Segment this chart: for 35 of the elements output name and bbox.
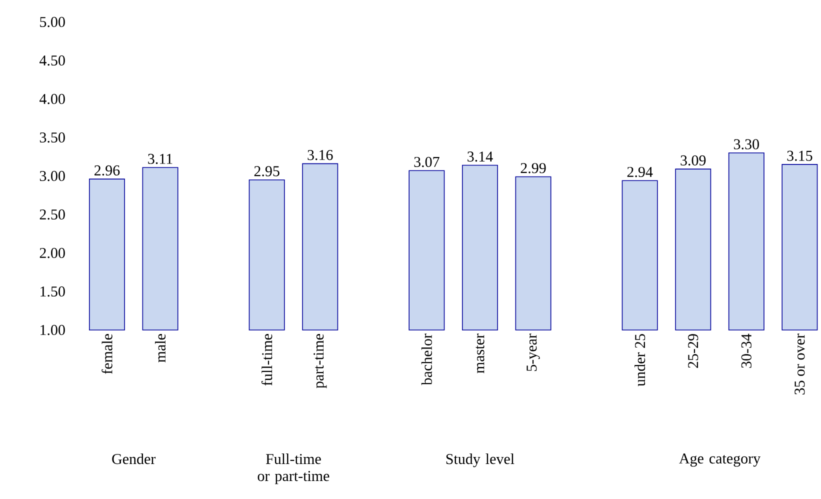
text: Age category [679, 454, 761, 467]
data-label: 2.96 [94, 165, 120, 176]
x-tick-label: 30-34 [741, 334, 752, 368]
y-tick-label: 4.00 [40, 94, 65, 104]
y-tick-label: 4.50 [40, 55, 65, 66]
data-label: 3.09 [680, 155, 706, 166]
text: Study level [446, 454, 514, 468]
y-tick-label: 5.00 [40, 16, 65, 28]
x-tick-label: male [154, 334, 166, 362]
data-label: 3.11 [148, 154, 172, 164]
data-label: 3.07 [414, 156, 440, 168]
y-tick-label: 2.00 [40, 248, 65, 258]
x-tick-label: part-time [314, 334, 327, 388]
y-tick-label: 1.50 [40, 286, 65, 297]
x-tick-label: master [476, 334, 484, 374]
text: Gender [112, 454, 156, 464]
data-label: 3.30 [734, 139, 759, 150]
x-tick-label: 35 or over [794, 334, 805, 394]
y-tick-label: 3.50 [40, 132, 65, 143]
x-tick-label: bachelor [421, 334, 432, 386]
x-tick-label: 25-29 [688, 334, 698, 368]
data-label: 2.95 [254, 166, 280, 176]
x-tick-label: 5-year [526, 334, 540, 371]
x-tick-label: female [102, 334, 112, 374]
data-label: 3.14 [468, 152, 493, 162]
data-label: 2.94 [627, 166, 653, 178]
x-tick-label: under 25 [634, 334, 646, 386]
data-label: 3.16 [308, 150, 333, 160]
y-tick-label: 1.00 [40, 324, 65, 336]
y-tick-label: 2.50 [40, 209, 65, 220]
data-label: 3.15 [787, 150, 812, 161]
data-label: 2.99 [520, 163, 546, 174]
text: Full-time or part-time [258, 454, 330, 484]
y-tick-label: 3.00 [40, 170, 65, 182]
x-tick-label: full-time [261, 334, 272, 386]
